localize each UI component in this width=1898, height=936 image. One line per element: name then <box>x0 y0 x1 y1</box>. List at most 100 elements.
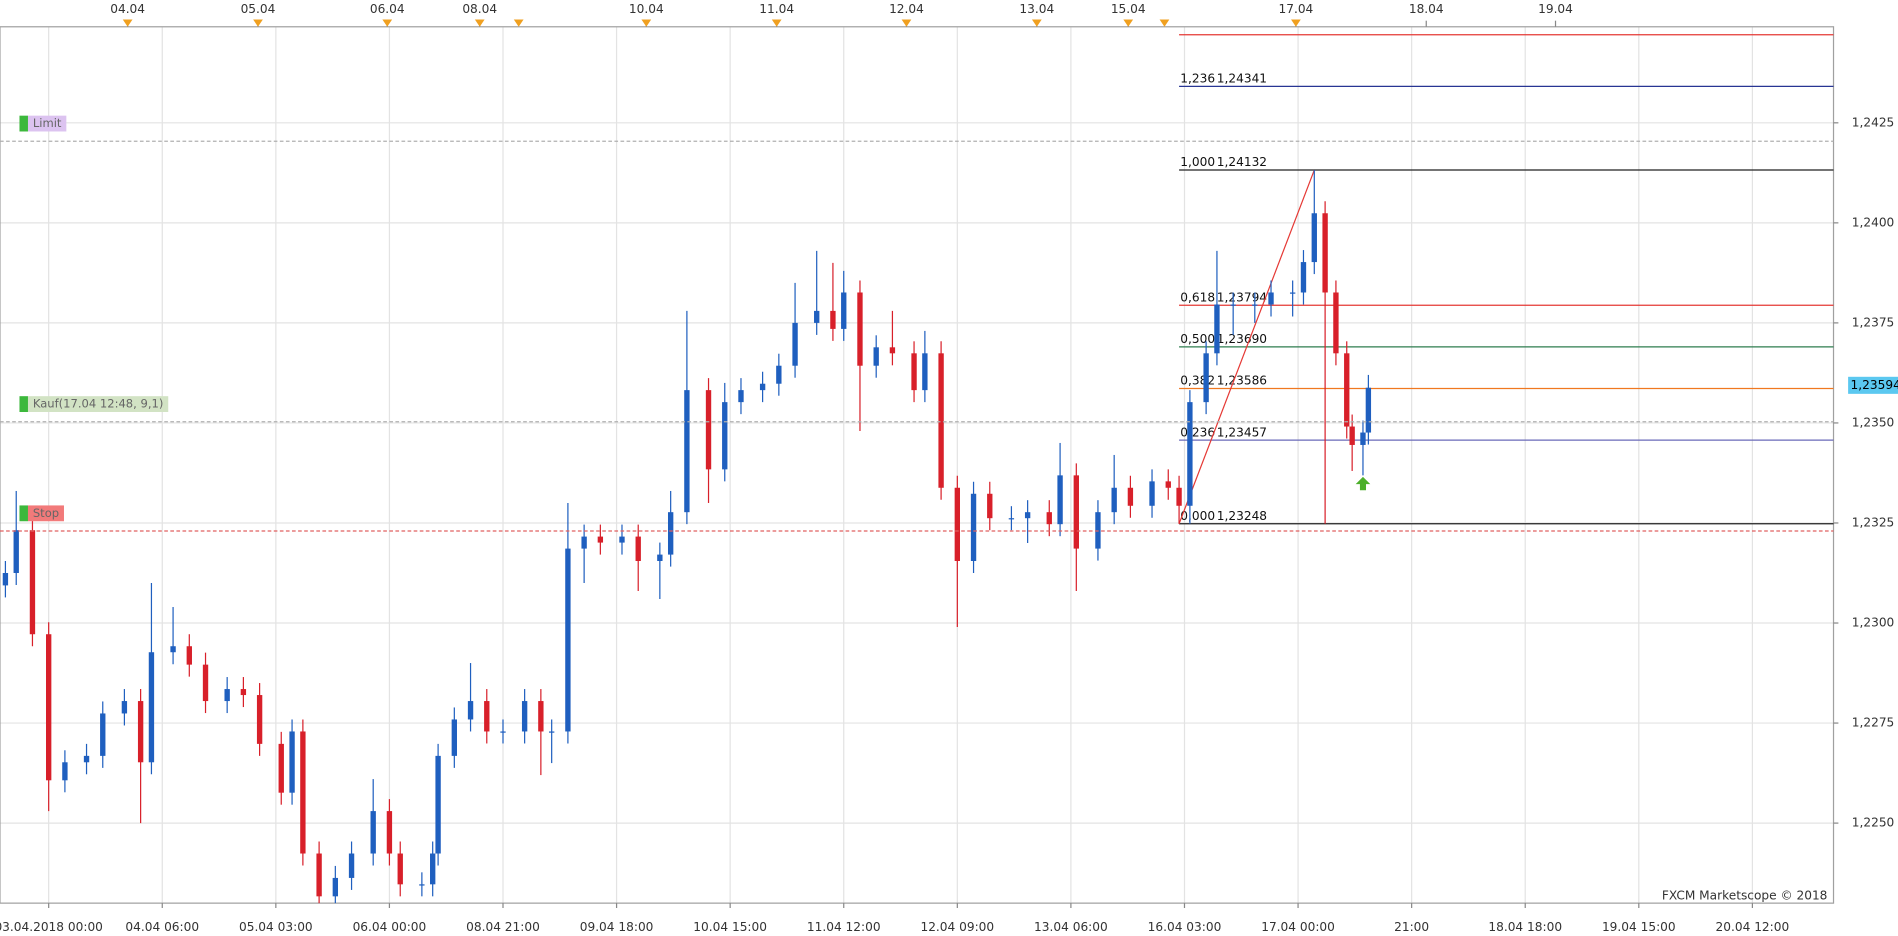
y-tick-label: 1,2375 <box>1852 315 1895 329</box>
candle-body <box>1365 387 1372 433</box>
candle-body <box>1360 432 1366 445</box>
candle-body <box>857 292 863 366</box>
candle-body <box>278 743 284 793</box>
event-marker <box>1291 19 1301 27</box>
candle-body <box>841 292 847 329</box>
event-marker <box>122 19 133 27</box>
order-label-bg <box>27 115 67 132</box>
y-tick-label: 1,2325 <box>1852 515 1895 529</box>
candle-body <box>738 390 744 403</box>
top-tick-label: 15.04 <box>1111 2 1146 16</box>
candle-body <box>635 536 641 561</box>
candle-body <box>1024 512 1031 519</box>
candle-body <box>484 701 490 732</box>
candle-body <box>722 402 728 470</box>
candle-body <box>1111 487 1117 513</box>
fib-ratio-label: 1,236 <box>1180 72 1215 86</box>
x-tick-label: 08.04 21:00 <box>466 920 540 934</box>
candle-body <box>987 493 993 519</box>
x-tick-label: 18.04 18:00 <box>1488 920 1562 934</box>
y-tick-label: 1,2350 <box>1852 415 1895 429</box>
fib-ratio-label: 1,000 <box>1180 155 1215 169</box>
y-tick-label: 1,2275 <box>1852 716 1895 730</box>
candle-body <box>830 310 836 329</box>
candle-body <box>814 310 820 323</box>
top-tick-label: 12.04 <box>889 2 924 16</box>
order-label: Stop <box>33 506 59 520</box>
candle-body <box>202 664 209 702</box>
top-tick-label: 17.04 <box>1278 2 1313 16</box>
x-tick-label: 16.04 03:00 <box>1148 920 1222 934</box>
candle-body <box>386 811 393 854</box>
x-tick-label: 03.04.2018 00:00 <box>0 920 103 934</box>
candle-body <box>1187 402 1193 506</box>
candle-body <box>1073 475 1079 549</box>
x-tick-label: 13.04 06:00 <box>1034 920 1108 934</box>
grid <box>0 26 1834 904</box>
candle-body <box>256 695 263 744</box>
candle-body <box>240 689 247 696</box>
candle-body <box>922 353 928 391</box>
candle-body <box>62 762 68 781</box>
event-marker <box>382 19 393 27</box>
candle-body <box>100 713 106 756</box>
candle-body <box>467 701 474 720</box>
candle-body <box>1344 353 1350 427</box>
candle-body <box>137 701 144 763</box>
candle-body <box>186 646 192 665</box>
candle-body <box>619 536 625 543</box>
fib-price-label: 1,24132 <box>1217 155 1267 169</box>
top-tick-label: 19.04 <box>1538 2 1573 16</box>
candle-body <box>397 853 403 885</box>
order-handle <box>19 115 28 132</box>
x-tick-label: 09.04 18:00 <box>580 920 654 934</box>
candle-body <box>1057 475 1063 525</box>
y-tick-label: 1,2400 <box>1852 215 1895 229</box>
candle-body <box>13 530 19 574</box>
candle-body <box>348 853 355 878</box>
candle-body <box>289 731 295 793</box>
event-marker <box>1031 19 1042 27</box>
candle-body <box>1127 487 1134 506</box>
order-label: Kauf(17.04 12:48, 9,1) <box>33 397 164 411</box>
candle-body <box>954 487 960 561</box>
candle-body <box>1349 426 1355 445</box>
y-tick-label: 1,2425 <box>1852 115 1895 129</box>
candle-body <box>1046 512 1052 525</box>
x-tick-label: 20.04 12:00 <box>1716 920 1790 934</box>
candle-body <box>435 755 441 854</box>
candle-body <box>873 347 879 366</box>
fib-ratio-label: 0,618 <box>1180 290 1215 304</box>
top-tick-label: 10.04 <box>629 2 664 16</box>
y-tick-label: 1,2300 <box>1852 616 1895 630</box>
candle-body <box>1289 292 1296 294</box>
event-marker <box>1123 19 1134 27</box>
fib-price-label: 1,24341 <box>1217 72 1267 86</box>
candle-body <box>370 811 376 854</box>
candle-body <box>1311 213 1317 263</box>
fib-ratio-label: 0,236 <box>1180 425 1215 439</box>
fib-ratio-label: 0,000 <box>1180 509 1215 523</box>
candle-body <box>1165 481 1171 488</box>
x-tick-label: 21:00 <box>1394 920 1429 934</box>
event-marker <box>901 19 912 27</box>
watermark: FXCM Marketscope © 2018 <box>1662 888 1828 902</box>
event-marker <box>513 19 524 27</box>
candle-body <box>911 353 917 391</box>
fib-trend <box>1178 169 1315 524</box>
candle-body <box>684 390 690 513</box>
candle-body <box>889 347 896 354</box>
fib-ratio-label: 0,382 <box>1180 374 1215 388</box>
candle-body <box>521 701 528 732</box>
x-tick-label: 17.04 00:00 <box>1261 920 1335 934</box>
candle-body <box>549 731 555 733</box>
event-marker <box>771 19 782 27</box>
candle-body <box>332 877 339 897</box>
x-tick-label: 05.04 03:00 <box>239 920 313 934</box>
candle-body <box>565 548 571 732</box>
candle-body <box>1214 304 1220 354</box>
event-marker <box>1159 19 1170 27</box>
